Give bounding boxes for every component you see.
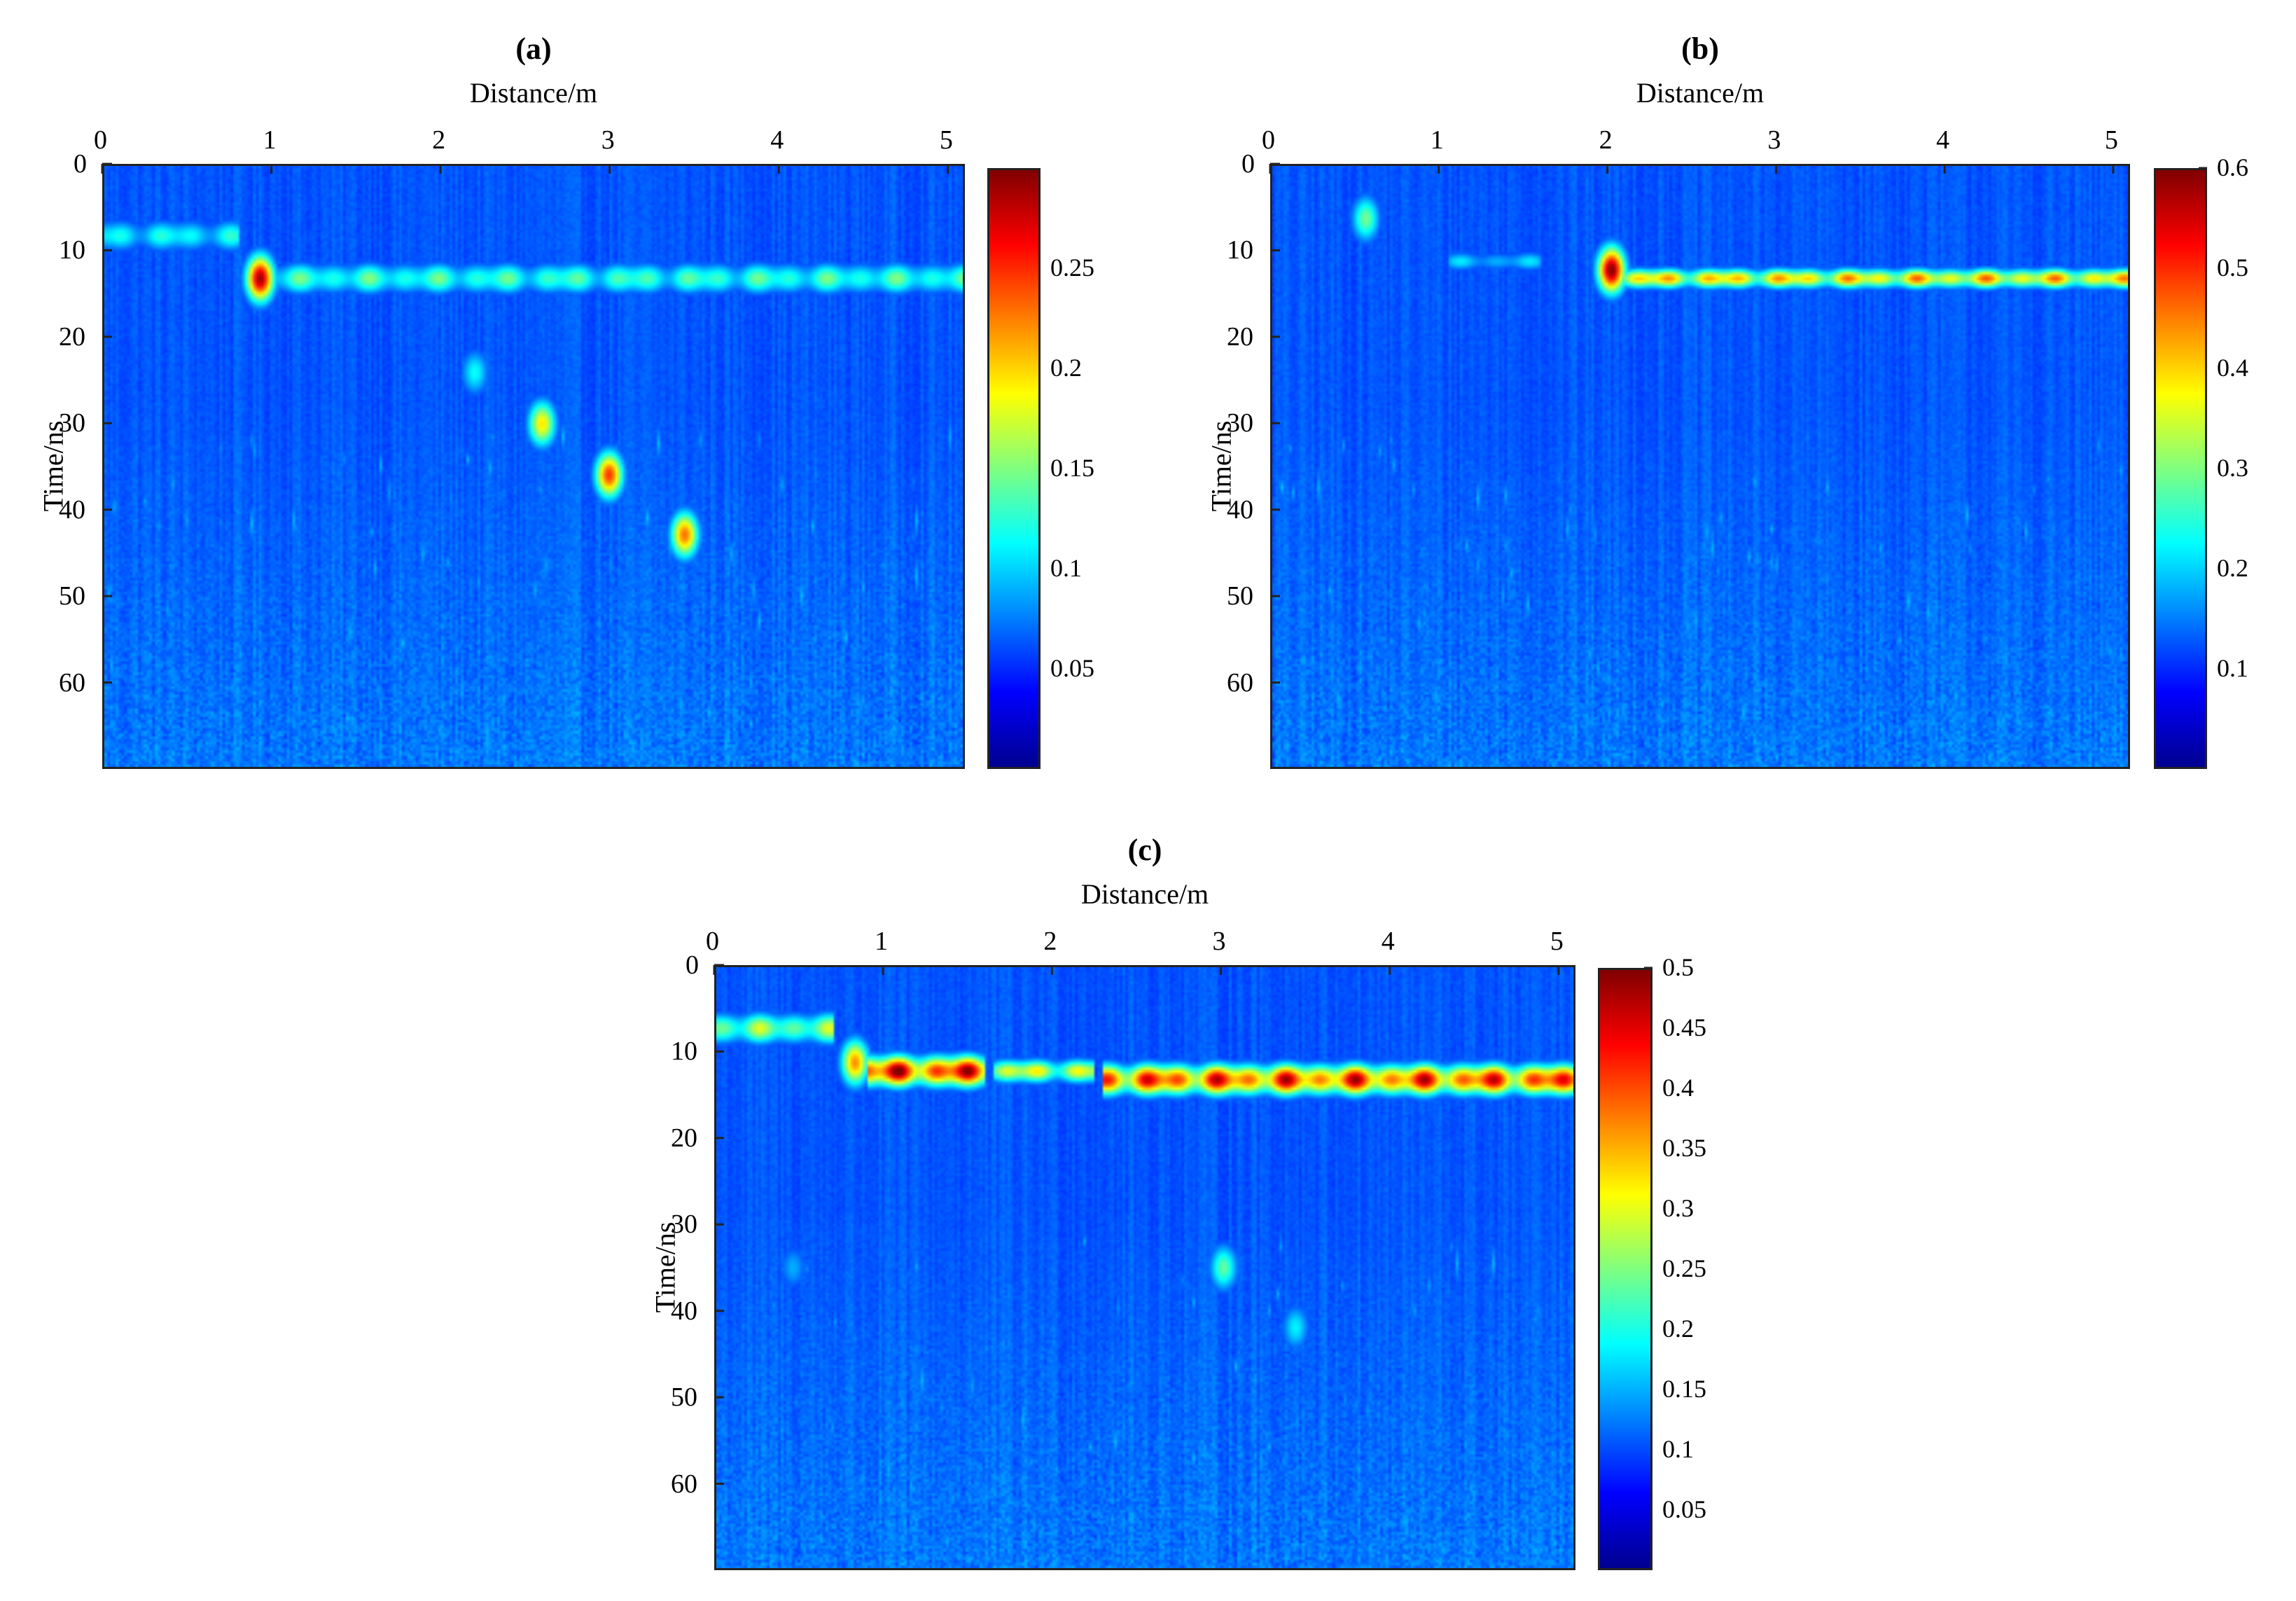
chart-1-panel-label: (a) xyxy=(515,32,552,66)
chart-3-x-tick-label: 5 xyxy=(1550,927,1564,956)
chart-2-colorbar-tick-label: 0.6 xyxy=(2217,153,2248,181)
chart-1-y-tick-label: 0 xyxy=(74,149,87,179)
chart-2-colorbar xyxy=(2154,168,2207,769)
chart-1-x-axis-title: Distance/m xyxy=(469,77,598,109)
chart-2-y-tick-label: 20 xyxy=(1227,321,1253,352)
chart-1-colorbar-tick-label: 0.1 xyxy=(1050,554,1082,582)
chart-2-y-tick-label: 40 xyxy=(1227,494,1253,525)
chart-2-colorbar-tick-label: 0.4 xyxy=(2217,354,2248,382)
chart-1-colorbar-tick-label: 0.15 xyxy=(1050,454,1094,482)
chart-3-colorbar-tick-label: 0.15 xyxy=(1662,1375,1706,1403)
chart-3-y-tick-label: 40 xyxy=(671,1296,697,1326)
chart-2-colorbar-tick-label: 0.5 xyxy=(2217,254,2248,282)
chart-3-colorbar xyxy=(1598,968,1653,1570)
chart-3-x-axis-title: Distance/m xyxy=(1080,878,1209,910)
chart-1-heatmap xyxy=(104,166,963,767)
chart-2-x-tick-label: 4 xyxy=(1936,125,1950,155)
chart-2-y-tick-label: 50 xyxy=(1227,581,1253,611)
chart-3-x-tick-label: 2 xyxy=(1043,927,1057,956)
chart-3-y-tick-label: 30 xyxy=(671,1210,697,1240)
chart-2-colorbar-tick-label: 0.2 xyxy=(2217,554,2248,582)
chart-3-colorbar-tick-label: 0.5 xyxy=(1662,953,1694,981)
chart-1-y-tick-label: 40 xyxy=(59,494,85,525)
chart-1-x-tick-label: 4 xyxy=(770,125,784,155)
chart-2-y-tick-label: 30 xyxy=(1227,408,1253,438)
chart-1-x-tick-label: 0 xyxy=(94,125,107,155)
chart-3-y-tick-label: 0 xyxy=(686,950,699,980)
chart-3-colorbar-tick-label: 0.2 xyxy=(1662,1315,1694,1343)
chart-2-heatmap xyxy=(1272,166,2128,767)
chart-2-y-tick-label: 60 xyxy=(1227,667,1253,698)
chart-1-y-tick-label: 60 xyxy=(59,667,85,698)
chart-1-x-tick-label: 5 xyxy=(939,125,953,155)
chart-3-x-tick-label: 4 xyxy=(1381,927,1395,956)
chart-3-colorbar-tick-label: 0.35 xyxy=(1662,1134,1706,1162)
chart-2-colorbar-tick-label: 0.3 xyxy=(2217,454,2248,482)
chart-3-plot-area xyxy=(714,965,1575,1570)
chart-2-x-tick-label: 0 xyxy=(1262,125,1275,155)
chart-1-colorbar xyxy=(987,168,1041,769)
chart-1-y-tick-label: 50 xyxy=(59,581,85,611)
chart-2-panel-label: (b) xyxy=(1681,32,1719,66)
chart-2-y-tick-label: 0 xyxy=(1241,149,1255,179)
chart-1-y-tick-label: 20 xyxy=(59,321,85,352)
chart-2-colorbar-tick-label: 0.1 xyxy=(2217,654,2248,682)
chart-3-y-tick-label: 60 xyxy=(671,1469,697,1499)
chart-2-plot-area xyxy=(1270,164,2130,769)
chart-3-colorbar-tick-label: 0.3 xyxy=(1662,1194,1694,1222)
chart-3-x-tick-label: 1 xyxy=(875,927,889,956)
chart-1-x-tick-label: 2 xyxy=(432,125,446,155)
chart-3-y-tick-label: 20 xyxy=(671,1123,697,1153)
chart-2-x-tick-label: 5 xyxy=(2104,125,2118,155)
chart-2-y-tick-label: 10 xyxy=(1227,235,1253,265)
chart-3-x-tick-label: 3 xyxy=(1212,927,1226,956)
chart-2-x-tick-label: 2 xyxy=(1599,125,1613,155)
chart-3-x-tick-label: 0 xyxy=(706,927,719,956)
chart-1-plot-area xyxy=(102,164,965,769)
chart-3-panel-label: (c) xyxy=(1127,833,1162,867)
chart-3-colorbar-tick-label: 0.4 xyxy=(1662,1074,1694,1102)
chart-1-x-tick-label: 1 xyxy=(263,125,277,155)
chart-3-y-tick-label: 10 xyxy=(671,1037,697,1067)
chart-3-y-tick-label: 50 xyxy=(671,1382,697,1413)
chart-1-y-tick-label: 10 xyxy=(59,235,85,265)
chart-2-x-tick-label: 1 xyxy=(1430,125,1444,155)
chart-3-colorbar-tick-label: 0.25 xyxy=(1662,1254,1706,1282)
chart-1-colorbar-tick-label: 0.25 xyxy=(1050,254,1094,282)
chart-3-colorbar-tick-label: 0.45 xyxy=(1662,1013,1706,1041)
chart-3-colorbar-tick-label: 0.05 xyxy=(1662,1495,1706,1523)
chart-1-y-tick-label: 30 xyxy=(59,408,85,438)
chart-3-heatmap xyxy=(716,967,1573,1568)
chart-1-colorbar-tick-label: 0.2 xyxy=(1050,354,1082,382)
chart-2-x-axis-title: Distance/m xyxy=(1636,77,1765,109)
chart-2-x-tick-label: 3 xyxy=(1767,125,1781,155)
chart-1-x-tick-label: 3 xyxy=(601,125,615,155)
chart-1-colorbar-tick-label: 0.05 xyxy=(1050,654,1094,682)
chart-3-colorbar-tick-label: 0.1 xyxy=(1662,1435,1694,1463)
